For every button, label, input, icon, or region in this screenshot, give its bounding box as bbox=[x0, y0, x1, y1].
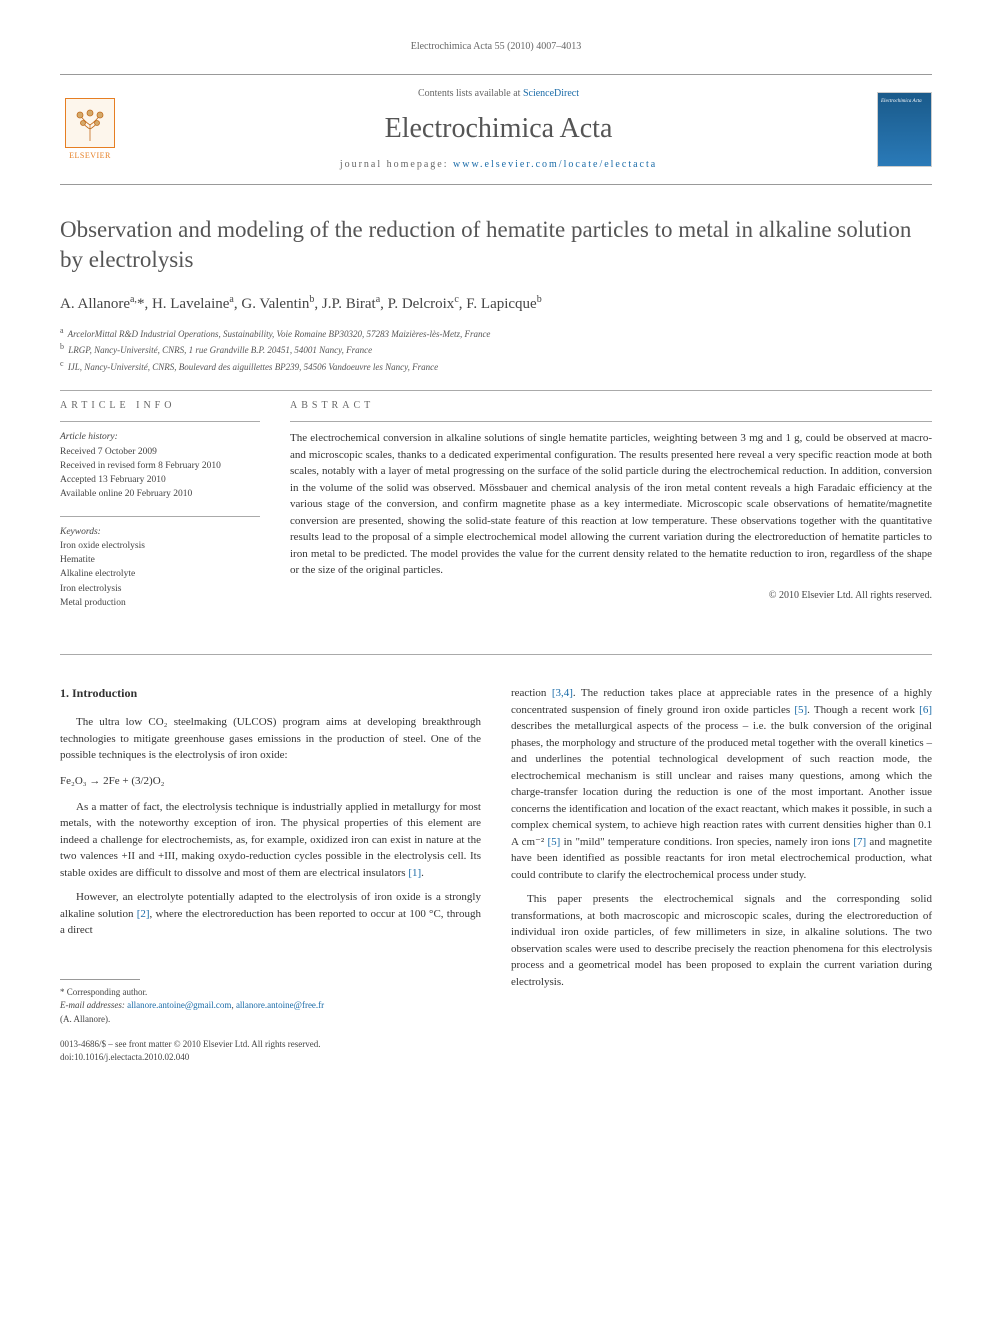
affiliation-line: b LRGP, Nancy-Université, CNRS, 1 rue Gr… bbox=[60, 341, 932, 358]
reference-link[interactable]: [7] bbox=[853, 836, 866, 848]
reference-link[interactable]: [6] bbox=[919, 704, 932, 716]
article-title: Observation and modeling of the reductio… bbox=[60, 215, 932, 275]
publisher-logo[interactable]: ELSEVIER bbox=[60, 95, 120, 165]
reference-link[interactable]: [5] bbox=[794, 704, 807, 716]
homepage-prefix: journal homepage: bbox=[340, 159, 453, 170]
history-line: Available online 20 February 2010 bbox=[60, 487, 260, 501]
publisher-name: ELSEVIER bbox=[69, 150, 111, 161]
article-info-heading: ARTICLE INFO bbox=[60, 399, 260, 413]
section-number: 1. bbox=[60, 686, 69, 700]
keyword: Metal production bbox=[60, 596, 260, 610]
abstract-text: The electrochemical conversion in alkali… bbox=[290, 430, 932, 579]
affiliations: a ArcelorMittal R&D Industrial Operation… bbox=[60, 325, 932, 375]
journal-title: Electrochimica Acta bbox=[120, 109, 877, 148]
section-title: Introduction bbox=[72, 686, 137, 700]
chemical-reaction: Fe₂O₃ → 2Fe + (3/2)O₂ bbox=[60, 774, 481, 789]
journal-cover-thumbnail[interactable]: Electrochimica Acta bbox=[877, 92, 932, 167]
abstract-column: ABSTRACT The electrochemical conversion … bbox=[290, 399, 932, 624]
paragraph: reaction [3,4]. The reduction takes plac… bbox=[511, 685, 932, 883]
elsevier-tree-icon bbox=[65, 98, 115, 148]
paragraph: This paper presents the electrochemical … bbox=[511, 891, 932, 990]
email-link-1[interactable]: allanore.antoine@gmail.com bbox=[127, 1000, 231, 1010]
author-list: A. Allanorea,*, H. Lavelainea, G. Valent… bbox=[60, 293, 932, 315]
keyword: Iron oxide electrolysis bbox=[60, 539, 260, 553]
reference-link[interactable]: [2] bbox=[137, 908, 150, 920]
body-column-left: 1. Introduction The ultra low CO₂ steelm… bbox=[60, 685, 481, 1026]
reference-link[interactable]: [5] bbox=[547, 836, 560, 848]
contents-prefix: Contents lists available at bbox=[418, 88, 523, 99]
corresponding-author-block: * Corresponding author. E-mail addresses… bbox=[60, 986, 481, 1027]
keyword: Alkaline electrolyte bbox=[60, 567, 260, 581]
paragraph: As a matter of fact, the electrolysis te… bbox=[60, 799, 481, 882]
body-columns: 1. Introduction The ultra low CO₂ steelm… bbox=[60, 685, 932, 1026]
history-label: Article history: bbox=[60, 430, 260, 444]
article-info-sidebar: ARTICLE INFO Article history: Received 7… bbox=[60, 399, 260, 624]
reference-link[interactable]: [1] bbox=[408, 867, 421, 879]
paragraph: The ultra low CO₂ steelmaking (ULCOS) pr… bbox=[60, 714, 481, 764]
history-line: Received in revised form 8 February 2010 bbox=[60, 459, 260, 473]
divider bbox=[60, 390, 932, 391]
email-label: E-mail addresses: bbox=[60, 1000, 125, 1010]
sciencedirect-link[interactable]: ScienceDirect bbox=[523, 88, 579, 99]
footer-issn-doi: 0013-4686/$ – see front matter © 2010 El… bbox=[60, 1038, 932, 1063]
email-link-2[interactable]: allanore.antoine@free.fr bbox=[236, 1000, 324, 1010]
journal-header: ELSEVIER Contents lists available at Sci… bbox=[60, 74, 932, 185]
history-line: Accepted 13 February 2010 bbox=[60, 473, 260, 487]
journal-homepage: journal homepage: www.elsevier.com/locat… bbox=[120, 158, 877, 172]
cover-title: Electrochimica Acta bbox=[881, 98, 928, 105]
body-column-right: reaction [3,4]. The reduction takes plac… bbox=[511, 685, 932, 1026]
abstract-heading: ABSTRACT bbox=[290, 399, 932, 413]
history-line: Received 7 October 2009 bbox=[60, 445, 260, 459]
corresponding-divider bbox=[60, 979, 140, 980]
issn-line: 0013-4686/$ – see front matter © 2010 El… bbox=[60, 1038, 932, 1051]
keywords-label: Keywords: bbox=[60, 525, 260, 539]
contents-available: Contents lists available at ScienceDirec… bbox=[120, 87, 877, 101]
homepage-link[interactable]: www.elsevier.com/locate/electacta bbox=[453, 159, 657, 170]
affiliation-line: c IJL, Nancy-Université, CNRS, Boulevard… bbox=[60, 358, 932, 375]
keyword: Hematite bbox=[60, 553, 260, 567]
reference-link[interactable]: [3,4] bbox=[552, 687, 573, 699]
email-person: (A. Allanore). bbox=[60, 1013, 481, 1027]
affiliation-line: a ArcelorMittal R&D Industrial Operation… bbox=[60, 325, 932, 342]
corresponding-label: * Corresponding author. bbox=[60, 986, 481, 1000]
email-line: E-mail addresses: allanore.antoine@gmail… bbox=[60, 999, 481, 1013]
doi-line: doi:10.1016/j.electacta.2010.02.040 bbox=[60, 1051, 932, 1064]
section-heading: 1. Introduction bbox=[60, 685, 481, 702]
abstract-copyright: © 2010 Elsevier Ltd. All rights reserved… bbox=[290, 589, 932, 603]
keywords-block: Keywords: Iron oxide electrolysisHematit… bbox=[60, 525, 260, 611]
citation-header: Electrochimica Acta 55 (2010) 4007–4013 bbox=[60, 40, 932, 54]
article-history: Article history: Received 7 October 2009… bbox=[60, 430, 260, 501]
paragraph: However, an electrolyte potentially adap… bbox=[60, 889, 481, 939]
keyword: Iron electrolysis bbox=[60, 582, 260, 596]
